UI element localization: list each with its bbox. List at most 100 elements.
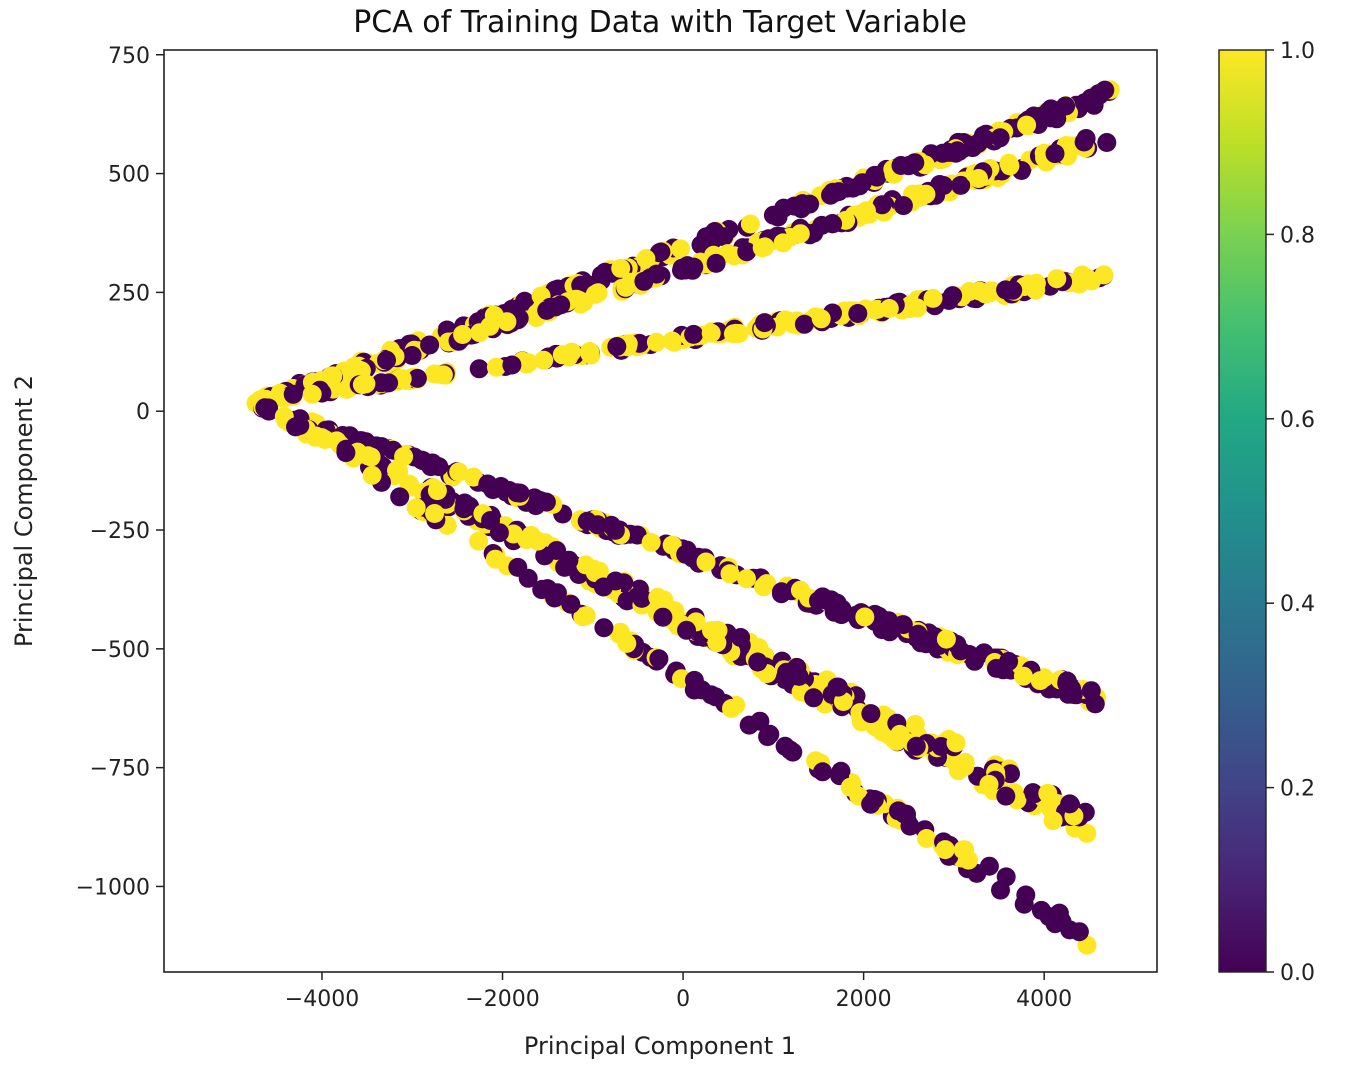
colorbar-tick-label: 0.2 <box>1280 777 1315 802</box>
data-point <box>779 311 799 331</box>
data-point <box>1074 132 1094 152</box>
data-point <box>739 715 759 735</box>
data-point <box>701 323 721 343</box>
data-point <box>804 223 824 243</box>
data-point <box>671 239 690 259</box>
data-point <box>427 481 447 501</box>
data-point <box>371 373 391 393</box>
data-point <box>979 774 999 794</box>
data-point <box>752 238 772 258</box>
data-point <box>585 284 605 304</box>
data-point <box>481 511 500 530</box>
colorbar-tick-label: 1.0 <box>1280 39 1315 64</box>
data-point <box>813 762 833 782</box>
data-point <box>824 602 844 622</box>
data-point <box>833 692 853 711</box>
data-point <box>848 304 868 323</box>
x-tick-label: −2000 <box>465 987 539 1012</box>
data-point <box>362 465 382 485</box>
y-tick-label: −250 <box>90 519 150 544</box>
data-point <box>754 577 774 597</box>
data-point <box>576 606 596 626</box>
data-point <box>651 242 671 262</box>
data-point <box>1063 684 1083 704</box>
data-point <box>975 129 995 149</box>
data-point <box>517 530 537 550</box>
data-point <box>1060 794 1080 814</box>
data-point <box>905 715 925 734</box>
scatter-points <box>246 80 1120 955</box>
data-point <box>748 652 768 672</box>
x-tick-label: 4000 <box>1016 987 1072 1012</box>
data-point <box>559 550 579 570</box>
data-point <box>1038 101 1058 121</box>
data-point <box>562 342 582 362</box>
data-point <box>1024 784 1044 804</box>
data-point <box>1016 885 1036 905</box>
data-point <box>377 350 396 370</box>
x-tick-label: 0 <box>676 987 690 1012</box>
data-point <box>676 544 696 564</box>
data-point <box>990 128 1010 148</box>
data-point <box>547 583 567 603</box>
data-point <box>976 284 996 304</box>
data-point <box>361 447 381 467</box>
data-point <box>800 194 820 214</box>
data-point <box>865 165 885 185</box>
data-point <box>632 588 652 608</box>
data-point <box>979 856 999 876</box>
data-point <box>616 277 636 297</box>
data-point <box>502 355 522 375</box>
y-axis: 750 500 250 0 −250 −500 −750 −1000 <box>76 44 164 900</box>
data-point <box>634 271 654 291</box>
data-point <box>828 677 848 697</box>
data-point <box>464 467 483 487</box>
data-point <box>726 323 746 343</box>
data-point <box>934 176 953 195</box>
data-point <box>722 699 741 718</box>
data-point <box>714 227 734 247</box>
data-point <box>771 584 791 604</box>
colorbar-axis: 0.0 0.2 0.4 0.6 0.8 1.0 <box>1266 39 1315 986</box>
data-point <box>935 840 955 860</box>
data-point <box>696 552 716 572</box>
data-point <box>425 504 445 523</box>
data-point <box>611 258 631 278</box>
data-point <box>936 629 956 649</box>
data-point <box>933 143 953 163</box>
data-point <box>856 201 876 221</box>
data-point <box>486 357 506 377</box>
data-point <box>420 335 440 355</box>
data-point <box>823 214 843 234</box>
data-point <box>784 196 804 216</box>
data-point <box>893 196 913 216</box>
data-point <box>900 299 920 318</box>
data-point <box>390 487 410 507</box>
data-point <box>1077 823 1097 843</box>
data-point <box>580 343 600 363</box>
data-point <box>758 727 778 747</box>
data-point <box>449 462 469 482</box>
data-point <box>946 733 966 753</box>
data-point <box>737 569 756 589</box>
data-point <box>485 549 505 569</box>
data-point <box>1000 156 1020 176</box>
data-point <box>1030 671 1050 691</box>
data-point <box>433 365 453 385</box>
data-point <box>900 155 920 175</box>
data-point <box>731 628 751 647</box>
data-point <box>412 450 432 470</box>
data-point <box>534 350 554 370</box>
data-point <box>911 187 931 207</box>
data-point <box>969 169 988 188</box>
data-point <box>478 474 498 494</box>
data-point <box>1056 96 1076 116</box>
data-point <box>1043 811 1063 831</box>
data-point <box>880 622 900 642</box>
data-point <box>740 214 760 234</box>
data-point <box>1047 269 1067 289</box>
data-point <box>923 288 943 308</box>
data-point <box>677 620 696 640</box>
colorbar-tick-label: 0.8 <box>1280 223 1315 248</box>
data-point <box>255 398 275 418</box>
